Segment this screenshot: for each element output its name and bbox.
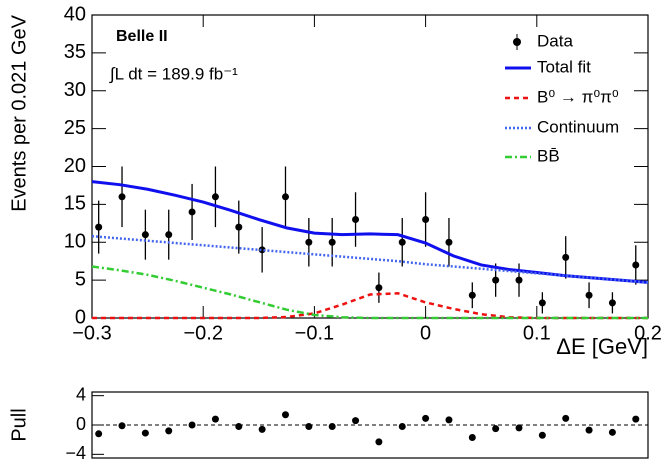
pull-point <box>352 417 360 425</box>
data-point <box>562 253 570 261</box>
y-tick-label: 15 <box>64 193 86 215</box>
y-tick-label: 40 <box>64 3 86 25</box>
y-tick-label: −4 <box>65 443 86 463</box>
pull-point <box>141 429 149 437</box>
data-point <box>235 223 243 231</box>
pull-point <box>608 428 616 436</box>
legend-label: B⁰ → π⁰π⁰ <box>537 87 619 106</box>
pull-point <box>258 425 266 433</box>
luminosity-label: ∫L dt = 189.9 fb⁻¹ <box>109 64 238 83</box>
data-point <box>141 231 149 239</box>
pull-point <box>468 433 476 441</box>
pull-point <box>118 422 126 430</box>
experiment-label: Belle II <box>116 28 168 45</box>
pull-point <box>538 431 546 439</box>
pull-point <box>305 422 313 430</box>
fit-curve <box>92 292 648 320</box>
x-tick-label: −0.3 <box>72 322 111 344</box>
data-point <box>445 238 453 246</box>
pull-point <box>632 415 640 423</box>
pull-point <box>95 430 103 438</box>
pull-point <box>165 427 173 435</box>
data-point <box>585 291 593 299</box>
pull-point <box>328 422 336 430</box>
data-point <box>398 238 406 246</box>
pull-point <box>492 425 500 433</box>
pull-point <box>188 421 196 429</box>
legend-label: Continuum <box>537 117 619 136</box>
data-point <box>515 276 523 284</box>
y-tick-label: 20 <box>64 155 86 177</box>
y-tick-label: 10 <box>64 231 86 253</box>
data-point <box>281 193 289 201</box>
fit-curve <box>91 265 648 320</box>
data-point <box>375 284 383 292</box>
y-tick-label: 35 <box>64 41 86 63</box>
pull-point <box>235 422 243 430</box>
pull-point <box>211 415 219 423</box>
data-point <box>352 216 360 224</box>
data-point <box>328 238 336 246</box>
pull-point <box>398 422 406 430</box>
y-tick-label: 25 <box>64 117 86 139</box>
pull-point <box>375 438 383 446</box>
data-point <box>188 208 196 216</box>
pull-point <box>515 424 523 432</box>
data-point <box>632 261 640 269</box>
x-tick-label: 0.2 <box>634 322 662 344</box>
data-point <box>305 238 313 246</box>
y-tick-label: 5 <box>75 268 86 290</box>
legend-marker <box>513 38 521 46</box>
pull-point <box>562 414 570 422</box>
legend-label: BB̄ <box>537 146 560 165</box>
x-tick-label: −0.2 <box>183 322 222 344</box>
pull-point <box>445 416 453 424</box>
data-point <box>211 193 219 201</box>
y-tick-label: 4 <box>76 384 86 404</box>
x-tick-label: −0.1 <box>295 322 334 344</box>
pull-point <box>422 414 430 422</box>
pull-point <box>585 426 593 434</box>
data-point <box>165 231 173 239</box>
legend-label: Data <box>537 31 573 50</box>
y-axis-label: Events per 0.021 GeV <box>8 14 30 211</box>
x-tick-label: 0 <box>420 322 431 344</box>
y-axis-label: Pull <box>8 408 30 441</box>
x-tick-label: 0.1 <box>523 322 551 344</box>
pull-point <box>281 411 289 419</box>
data-point <box>608 299 616 307</box>
y-tick-label: 0 <box>75 306 86 328</box>
fit-curve <box>91 234 649 284</box>
data-point <box>258 246 266 254</box>
y-tick-label: 0 <box>76 414 86 434</box>
data-point <box>422 216 430 224</box>
x-axis-label: ΔE [GeV] <box>556 334 648 359</box>
fit-curve <box>91 180 649 284</box>
data-point <box>538 299 546 307</box>
data-point <box>118 193 126 201</box>
data-point <box>95 223 103 231</box>
legend-label: Total fit <box>537 57 591 76</box>
data-point <box>468 291 476 299</box>
y-tick-label: 30 <box>64 79 86 101</box>
data-point <box>492 276 500 284</box>
